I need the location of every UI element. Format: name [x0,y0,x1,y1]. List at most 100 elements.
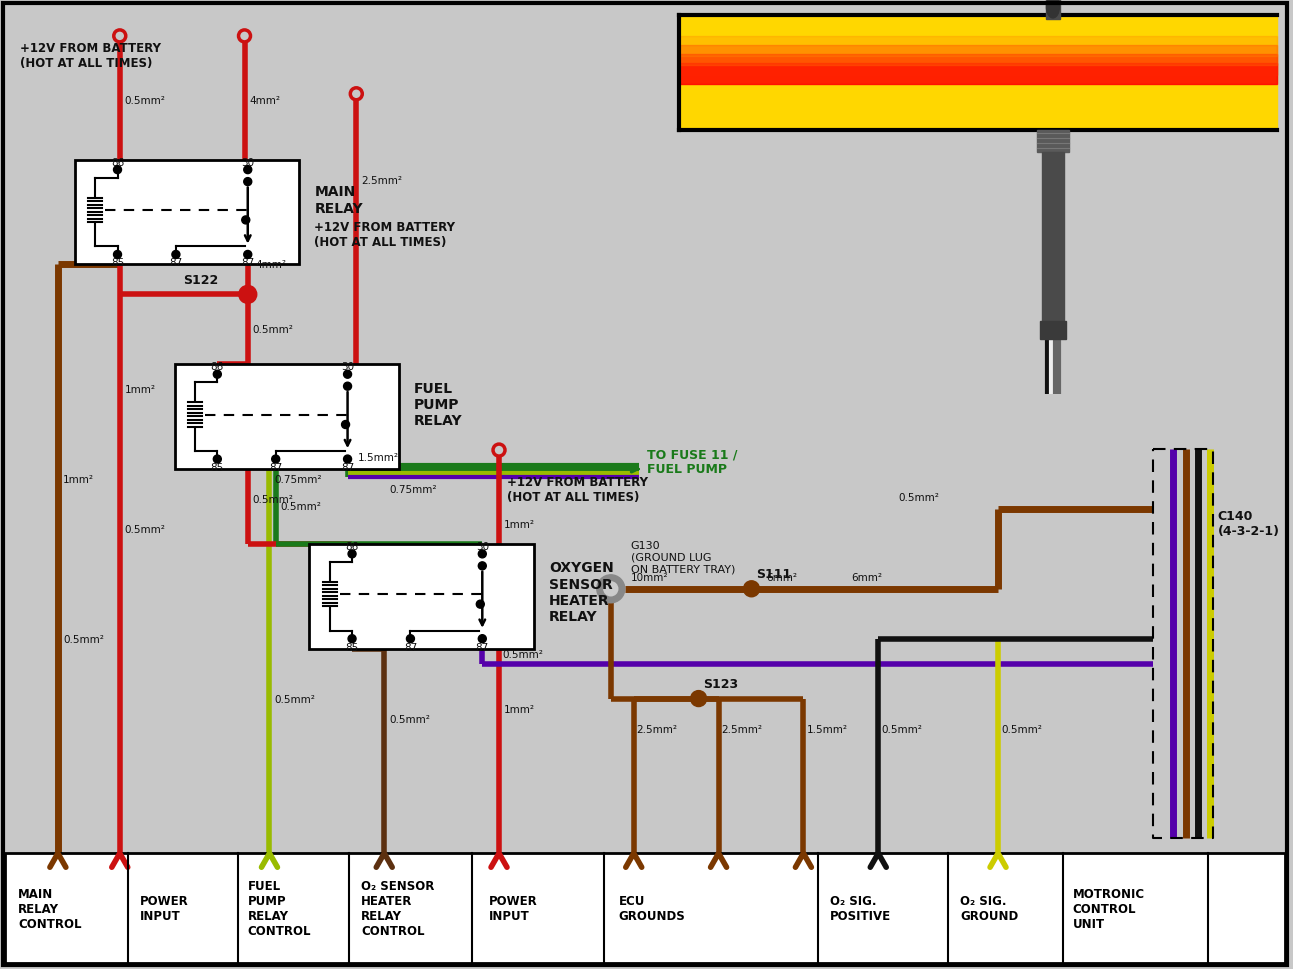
Text: 30: 30 [341,361,354,372]
Bar [679,16,1277,131]
Circle shape [242,217,250,225]
Text: 87: 87 [169,258,182,268]
Circle shape [341,422,349,429]
Text: 87: 87 [476,642,489,652]
Bar [5,854,1285,963]
Text: O₂ SENSOR
HEATER
RELAY
CONTROL: O₂ SENSOR HEATER RELAY CONTROL [361,879,434,937]
Text: 0.5mm²: 0.5mm² [63,634,103,644]
Circle shape [213,371,221,379]
Text: 10mm²: 10mm² [631,573,668,582]
Text: 2.5mm²: 2.5mm² [361,175,402,185]
Circle shape [344,371,352,379]
Text: MAIN
RELAY
CONTROL: MAIN RELAY CONTROL [18,887,81,929]
Circle shape [172,251,180,259]
Text: S111: S111 [756,568,791,580]
Text: 87: 87 [240,258,255,268]
Circle shape [344,383,352,391]
Bar [679,37,1277,57]
Text: 4mm²: 4mm² [256,260,287,270]
Circle shape [348,635,356,643]
Bar [309,545,534,649]
Text: 85: 85 [111,258,124,268]
Text: 0.5mm²: 0.5mm² [124,524,166,534]
Text: 0.75mm²: 0.75mm² [274,475,322,484]
Circle shape [478,550,486,558]
Text: O₂ SIG.
GROUND: O₂ SIG. GROUND [961,894,1019,922]
Text: O₂ SIG.
POSITIVE: O₂ SIG. POSITIVE [830,894,891,922]
Text: 6mm²: 6mm² [767,573,798,582]
Text: 1mm²: 1mm² [504,519,535,529]
Text: C140
(4-3-2-1): C140 (4-3-2-1) [1218,510,1280,538]
Text: ECU
GROUNDS: ECU GROUNDS [619,894,685,922]
Circle shape [244,167,252,174]
Text: 87: 87 [403,642,418,652]
Text: 6mm²: 6mm² [851,573,882,582]
Text: 0.5mm²: 0.5mm² [899,492,939,503]
Text: +12V FROM BATTERY
(HOT AT ALL TIMES): +12V FROM BATTERY (HOT AT ALL TIMES) [507,476,648,504]
Text: 1.5mm²: 1.5mm² [807,724,847,734]
Text: MOTRONIC
CONTROL
UNIT: MOTRONIC CONTROL UNIT [1073,887,1146,929]
Text: 0.5mm²: 0.5mm² [882,724,922,734]
Ellipse shape [1046,0,1059,19]
Text: 30: 30 [242,158,255,168]
Text: OXYGEN
SENSOR
HEATER
RELAY: OXYGEN SENSOR HEATER RELAY [550,561,614,623]
Circle shape [478,562,486,570]
Bar [1040,322,1065,340]
Text: S123: S123 [703,677,738,690]
Text: TO FUSE 11 /
FUEL PUMP: TO FUSE 11 / FUEL PUMP [646,448,737,476]
Circle shape [743,581,759,597]
Bar [679,64,1277,84]
Text: 0.5mm²: 0.5mm² [1001,724,1042,734]
Circle shape [244,251,252,259]
Circle shape [213,455,221,463]
Text: 0.5mm²: 0.5mm² [502,649,543,659]
Bar [1042,152,1064,322]
Text: 86: 86 [211,361,224,372]
Text: POWER
INPUT: POWER INPUT [489,894,538,922]
Text: 0.5mm²: 0.5mm² [274,694,315,703]
Text: 86: 86 [345,542,358,551]
Text: 85: 85 [345,642,358,652]
Text: 1mm²: 1mm² [124,385,155,394]
Text: 0.5mm²: 0.5mm² [281,501,322,512]
Text: POWER
INPUT: POWER INPUT [140,894,189,922]
Circle shape [406,635,415,643]
Text: G130
(GROUND LUG
ON BATTERY TRAY): G130 (GROUND LUG ON BATTERY TRAY) [631,541,736,574]
Circle shape [114,251,122,259]
Circle shape [604,582,618,596]
Bar [75,161,300,266]
Circle shape [244,178,252,186]
Text: 87: 87 [269,462,282,473]
Text: 0.5mm²: 0.5mm² [389,714,431,724]
Bar [175,365,400,470]
Text: 2.5mm²: 2.5mm² [721,724,763,734]
Text: S122: S122 [182,273,219,287]
Bar [679,55,1277,76]
Text: +12V FROM BATTERY
(HOT AT ALL TIMES): +12V FROM BATTERY (HOT AT ALL TIMES) [19,42,160,70]
Text: 30: 30 [476,542,489,551]
Text: 1mm²: 1mm² [504,703,535,714]
Text: 4mm²: 4mm² [250,96,281,106]
Text: 1mm²: 1mm² [63,475,94,484]
Text: 1.5mm²: 1.5mm² [358,453,398,462]
Text: 87: 87 [341,462,354,473]
Circle shape [348,550,356,558]
Text: 85: 85 [211,462,224,473]
Circle shape [344,455,352,463]
Text: 0.75mm²: 0.75mm² [389,484,437,494]
Text: 0.5mm²: 0.5mm² [124,96,166,106]
Text: FUEL
PUMP
RELAY: FUEL PUMP RELAY [414,382,463,428]
Text: 2.5mm²: 2.5mm² [636,724,678,734]
Circle shape [239,286,257,304]
Text: +12V FROM BATTERY
(HOT AT ALL TIMES): +12V FROM BATTERY (HOT AT ALL TIMES) [314,221,455,249]
Circle shape [476,601,485,609]
Bar [1037,131,1069,152]
Text: 0.5mm²: 0.5mm² [252,325,294,335]
Text: 86: 86 [111,158,124,168]
Text: MAIN
RELAY: MAIN RELAY [314,185,363,215]
Text: FUEL
PUMP
RELAY
CONTROL: FUEL PUMP RELAY CONTROL [247,879,312,937]
Text: 0.5mm²: 0.5mm² [252,494,294,505]
Bar [679,46,1277,66]
Circle shape [690,691,706,706]
Circle shape [272,455,279,463]
